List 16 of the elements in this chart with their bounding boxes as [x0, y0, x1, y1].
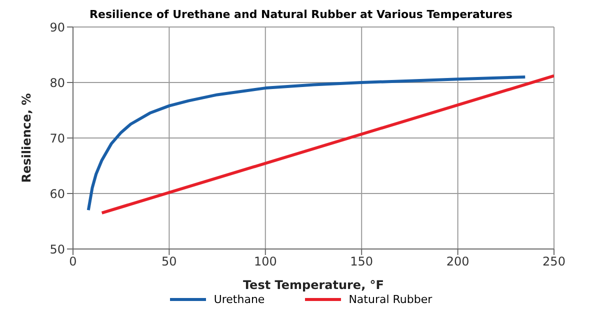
x-axis-title: Test Temperature, °F — [242, 278, 384, 292]
legend-label: Urethane — [212, 293, 265, 306]
y-tick-label: 90 — [50, 20, 65, 34]
chart-title: Resilience of Urethane and Natural Rubber at Various Temperatures — [88, 8, 514, 21]
x-tick-label: 250 — [542, 254, 566, 269]
y-tick-label: 50 — [50, 242, 65, 256]
legend-label: Natural Rubber — [348, 293, 432, 306]
y-tick-label: 80 — [50, 76, 65, 90]
x-tick-label: 100 — [254, 254, 277, 269]
y-tick-label: 70 — [50, 131, 65, 146]
x-tick-label: 200 — [446, 254, 470, 269]
x-tick-label: 150 — [350, 254, 374, 269]
y-tick-label: 60 — [50, 186, 65, 201]
x-tick-label: 50 — [162, 254, 177, 269]
x-tick-label: 0 — [69, 254, 77, 269]
y-axis-title: Resilience, % — [19, 93, 34, 183]
